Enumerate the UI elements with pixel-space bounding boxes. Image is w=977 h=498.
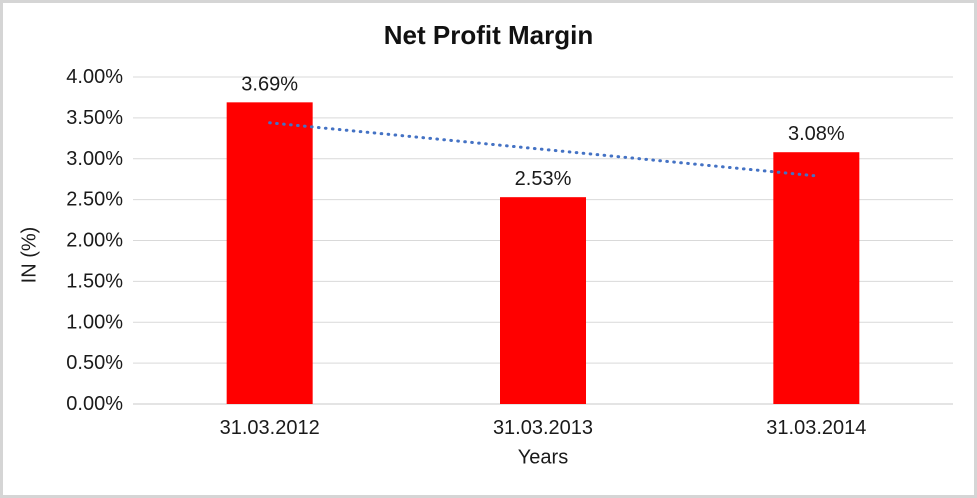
y-tick-label: 2.00%: [66, 230, 123, 252]
chart-title: Net Profit Margin: [383, 20, 594, 50]
bar: [500, 197, 586, 404]
y-tick-label: 0.50%: [66, 352, 123, 374]
x-tick-label: 31.03.2012: [220, 417, 320, 439]
y-tick-label: 4.00%: [66, 66, 123, 88]
y-tick-label: 1.00%: [66, 311, 123, 333]
y-tick-label: 3.50%: [66, 107, 123, 129]
bar-data-label: 2.53%: [515, 168, 572, 190]
bar: [773, 152, 860, 404]
bar-data-label: 3.08%: [788, 123, 845, 145]
bar-data-label: 3.69%: [241, 73, 298, 95]
plot-area: 0.00% 0.50% 1.00% 1.50% 2.00% 2.50% 3.00% 3.50%…: [66, 66, 953, 439]
y-tick-label: 1.50%: [66, 270, 123, 292]
bar: [226, 102, 313, 404]
y-axis-title: IN (%): [18, 226, 41, 284]
trendline: [268, 121, 818, 178]
x-axis-title: Years: [517, 446, 569, 469]
x-tick-label: 31.03.2013: [493, 417, 593, 439]
y-tick-label: 3.00%: [66, 148, 123, 170]
y-tick-label: 2.50%: [66, 189, 123, 211]
x-tick-label: 31.03.2014: [766, 417, 866, 439]
y-tick-label: 0.00%: [66, 393, 123, 415]
